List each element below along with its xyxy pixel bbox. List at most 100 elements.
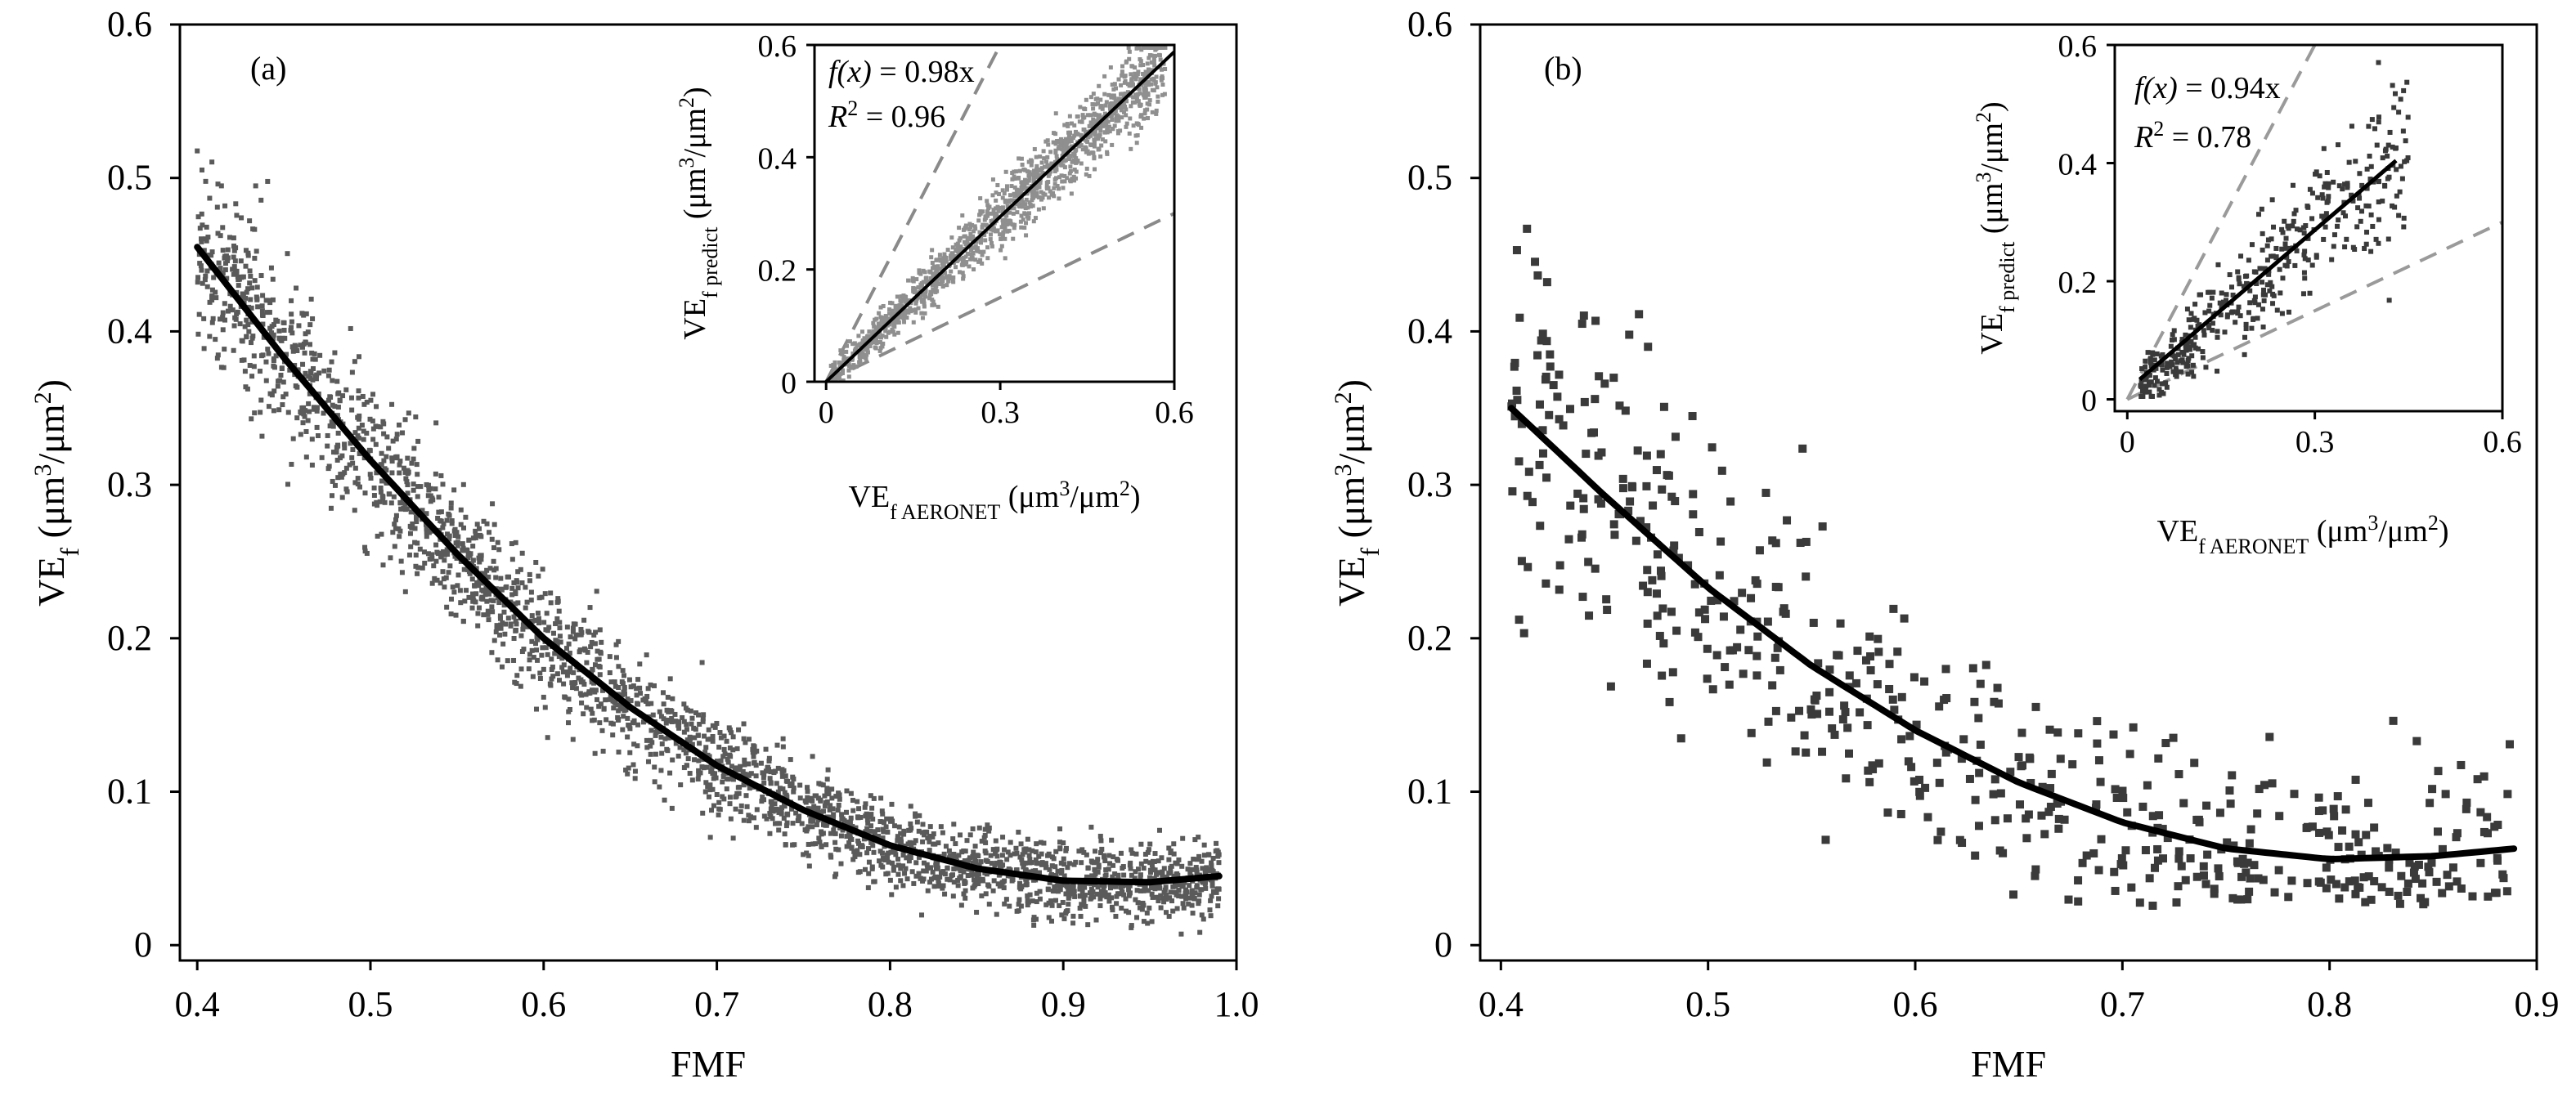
- panel-a-inset-point: [1063, 158, 1068, 163]
- panel-b-inset-point: [2254, 281, 2260, 287]
- panel-a-point: [209, 249, 215, 255]
- panel-a-point: [382, 466, 388, 472]
- panel-a-point: [481, 518, 487, 524]
- panel-a-inset-point: [1030, 195, 1035, 200]
- panel-b-point: [2327, 875, 2336, 884]
- panel-a-point: [898, 866, 904, 871]
- panel-a-inset-point: [970, 236, 975, 241]
- panel-a-point: [885, 871, 891, 876]
- panel-b-y-label: VEf (μm3/μm2): [1330, 379, 1385, 607]
- panel-a-inset-point: [931, 299, 936, 304]
- panel-a-inset-point: [945, 275, 950, 280]
- panel-a-point: [406, 469, 411, 475]
- panel-a-inset-point: [928, 270, 933, 275]
- panel-a-inset-point: [890, 308, 895, 313]
- panel-b-point: [1885, 684, 1894, 693]
- panel-a-point: [871, 849, 877, 855]
- panel-a-point: [1000, 835, 1006, 840]
- panel-a-inset-point: [868, 343, 873, 348]
- panel-b-point: [2434, 767, 2443, 776]
- panel-a-inset-point: [1012, 174, 1016, 179]
- panel-a-point: [356, 425, 361, 431]
- panel-a-inset-point: [918, 294, 922, 299]
- panel-a-point: [1057, 840, 1063, 845]
- panel-a-point: [506, 574, 512, 580]
- panel-a-point: [359, 423, 365, 428]
- panel-a-inset-point: [972, 267, 976, 272]
- panel-a-point: [951, 822, 957, 827]
- panel-a-inset-point: [1067, 114, 1072, 119]
- panel-a-point: [381, 458, 387, 463]
- panel-a-point: [218, 233, 223, 239]
- panel-b-point: [1658, 671, 1667, 680]
- panel-b-inset-point: [2403, 138, 2408, 144]
- panel-a-point: [451, 487, 457, 493]
- panel-a-point: [994, 911, 999, 917]
- panel-a-point: [790, 842, 796, 848]
- panel-a-point: [360, 393, 366, 399]
- panel-a-point: [252, 278, 258, 284]
- panel-b-point: [2418, 879, 2427, 888]
- panel-a-point: [218, 365, 224, 370]
- panel-a-point: [199, 236, 204, 242]
- panel-a-point: [303, 408, 308, 414]
- panel-a-point: [779, 811, 784, 817]
- panel-b-point: [1932, 759, 1941, 768]
- panel-a-inset-point: [887, 316, 892, 321]
- panel-a-point: [717, 730, 723, 736]
- panel-a-point: [1017, 854, 1023, 860]
- panel-a-point: [920, 822, 926, 827]
- panel-a-point: [453, 612, 459, 618]
- panel-a-point: [729, 775, 735, 781]
- panel-a-inset-point: [1004, 222, 1009, 227]
- panel-a-point: [1085, 865, 1091, 871]
- panel-a-point: [1041, 840, 1047, 846]
- panel-a-inset-point: [954, 265, 958, 270]
- panel-a-point: [488, 598, 494, 603]
- panel-a-point: [593, 687, 599, 693]
- panel-a-point: [518, 666, 524, 672]
- panel-b-y-tick-label: 0.3: [1407, 464, 1452, 504]
- panel-b-point: [2345, 877, 2354, 886]
- panel-a-point: [880, 835, 886, 841]
- panel-a-inset-point: [887, 307, 892, 312]
- panel-a-inset-point: [951, 275, 956, 280]
- panel-a-point: [1102, 858, 1108, 864]
- panel-a-point: [258, 273, 264, 279]
- panel-a-inset-point: [1008, 221, 1012, 226]
- panel-a-point: [604, 717, 609, 723]
- panel-a-point: [549, 667, 554, 673]
- panel-a-inset-point: [1134, 95, 1139, 100]
- panel-a-point: [425, 551, 431, 557]
- panel-b-inset-point: [2367, 153, 2372, 159]
- panel-a-point: [545, 628, 550, 634]
- panel-a-point: [1005, 849, 1011, 855]
- panel-a-point: [472, 583, 478, 589]
- panel-a-point: [844, 819, 850, 825]
- panel-b-point: [2364, 872, 2373, 881]
- panel-b-point: [1744, 646, 1753, 655]
- panel-a-point: [549, 676, 554, 682]
- panel-a-point: [356, 354, 361, 360]
- panel-b-point: [1935, 702, 1944, 711]
- panel-a-inset-point: [1079, 143, 1084, 148]
- panel-b-point: [1883, 808, 1892, 817]
- panel-a-point: [744, 804, 750, 809]
- panel-a-point: [648, 682, 653, 687]
- panel-a-point: [785, 778, 791, 784]
- panel-b-point: [1721, 663, 1730, 672]
- panel-a-point: [330, 478, 335, 484]
- panel-a-point: [1052, 864, 1058, 870]
- panel-a-point: [1077, 882, 1083, 888]
- panel-a-point: [388, 555, 393, 561]
- panel-a-inset-point: [845, 343, 850, 348]
- panel-b-point: [1573, 489, 1582, 498]
- panel-a-inset-point: [831, 370, 836, 375]
- panel-b-point: [1513, 396, 1522, 405]
- panel-b-inset-point: [2364, 230, 2370, 235]
- panel-b-inset-point: [2363, 203, 2369, 208]
- panel-a-point: [344, 489, 350, 495]
- panel-b-point: [2417, 893, 2426, 902]
- panel-a-point: [1187, 871, 1193, 876]
- panel-a-inset-point: [909, 309, 913, 314]
